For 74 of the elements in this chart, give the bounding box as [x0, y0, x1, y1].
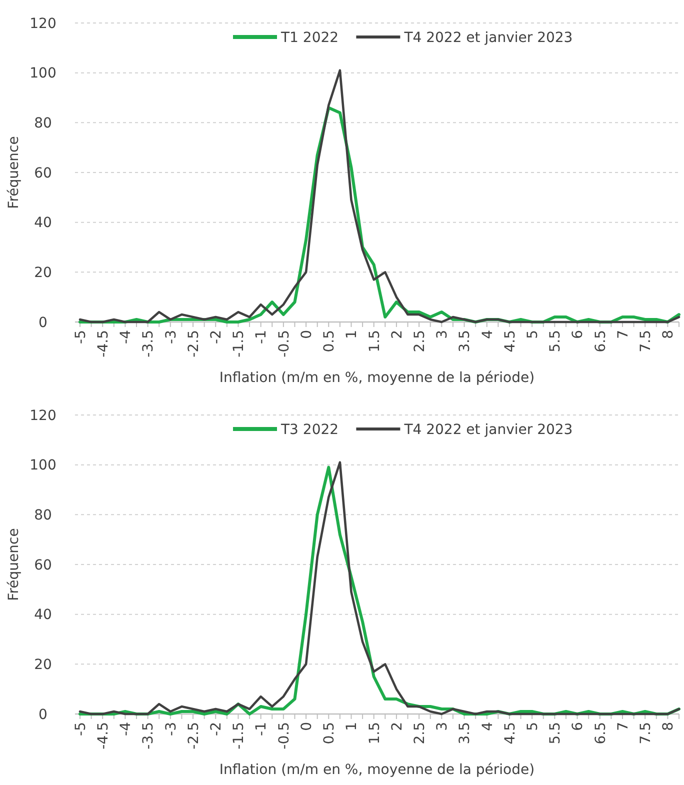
x-tick-label: -1	[254, 330, 270, 344]
x-tick-label: 7	[615, 330, 632, 339]
x-tick-label: 6.5	[592, 330, 609, 352]
y-axis-title: Fréquence	[6, 528, 22, 601]
x-tick-label: -1	[254, 722, 270, 736]
x-tick-label: 8	[660, 330, 677, 339]
x-tick-label: 0	[298, 722, 315, 731]
x-tick-label: 4.5	[502, 722, 518, 744]
x-tick-label: 6	[570, 330, 586, 339]
x-tick-label: 5.5	[548, 330, 564, 352]
x-tick-label: 0.5	[322, 722, 338, 744]
y-tick-label: 80	[34, 508, 52, 524]
x-tick-label: 0.5	[322, 330, 338, 352]
y-tick-label: 40	[34, 215, 52, 232]
x-tick-label: 1	[344, 330, 360, 339]
legend-label: T3 2022	[280, 422, 339, 438]
x-tick-label: 1	[344, 722, 360, 731]
x-tick-label: -5	[72, 722, 89, 736]
x-tick-label: 5	[524, 330, 541, 339]
x-axis-title: Inflation (m/m en %, moyenne de la période)	[219, 762, 535, 778]
x-tick-label: 1.5	[366, 330, 383, 352]
legend-label: T1 2022	[280, 30, 339, 46]
y-tick-label: 20	[34, 265, 52, 282]
y-tick-label: 80	[34, 116, 52, 132]
x-tick-label: 3.5	[457, 722, 474, 744]
x-tick-label: -0.5	[276, 330, 292, 358]
x-tick-label: -2.5	[186, 722, 202, 750]
x-axis-title: Inflation (m/m en %, moyenne de la période)	[219, 370, 535, 386]
x-tick-label: -3.5	[140, 330, 157, 358]
x-tick-label: -2	[208, 722, 225, 736]
x-tick-label: -0.5	[276, 722, 292, 750]
y-tick-label: 60	[34, 165, 52, 182]
y-axis-title: Fréquence	[6, 136, 22, 209]
x-tick-label: 5.5	[548, 722, 564, 744]
x-tick-label: -4	[118, 330, 134, 344]
x-tick-label: -3	[163, 330, 180, 344]
x-tick-label: 1.5	[366, 722, 383, 744]
y-tick-label: 60	[34, 557, 52, 574]
y-tick-label: 100	[30, 66, 56, 82]
x-tick-label: 3	[434, 722, 451, 731]
y-tick-label: 40	[34, 607, 52, 624]
x-tick-label: -4	[118, 722, 134, 736]
x-tick-label: -1.5	[231, 330, 248, 358]
x-tick-label: -4.5	[96, 722, 112, 750]
x-tick-label: 6	[570, 722, 586, 731]
x-tick-label: 2.5	[412, 722, 428, 744]
x-tick-label: -3	[163, 722, 180, 736]
x-tick-label: -1.5	[231, 722, 248, 750]
x-tick-label: 3.5	[457, 330, 474, 352]
y-tick-label: 100	[30, 458, 56, 474]
x-tick-label: 2.5	[412, 330, 428, 352]
x-tick-label: -5	[72, 330, 89, 344]
x-tick-label: 5	[524, 722, 541, 731]
y-tick-label: 20	[34, 657, 52, 674]
legend-label: T4 2022 et janvier 2023	[403, 422, 573, 438]
x-tick-label: 4	[480, 330, 496, 339]
x-tick-label: 0	[298, 330, 315, 339]
x-tick-label: -3.5	[140, 722, 157, 750]
x-tick-label: 6.5	[592, 722, 609, 744]
x-tick-label: 2	[389, 722, 406, 731]
x-tick-label: 7.5	[638, 722, 654, 744]
x-tick-label: -4.5	[96, 330, 112, 358]
x-tick-label: 8	[660, 722, 677, 731]
x-tick-label: 2	[389, 330, 406, 339]
x-tick-label: 7	[615, 722, 632, 731]
y-tick-label: 120	[30, 16, 56, 32]
legend-label: T4 2022 et janvier 2023	[403, 30, 573, 46]
x-tick-label: 7.5	[638, 330, 654, 352]
x-tick-label: -2.5	[186, 330, 202, 358]
x-tick-label: -2	[208, 330, 225, 344]
y-tick-label: 120	[30, 408, 56, 424]
x-tick-label: 3	[434, 330, 451, 339]
x-tick-label: 4.5	[502, 330, 518, 352]
x-tick-label: 4	[480, 722, 496, 731]
